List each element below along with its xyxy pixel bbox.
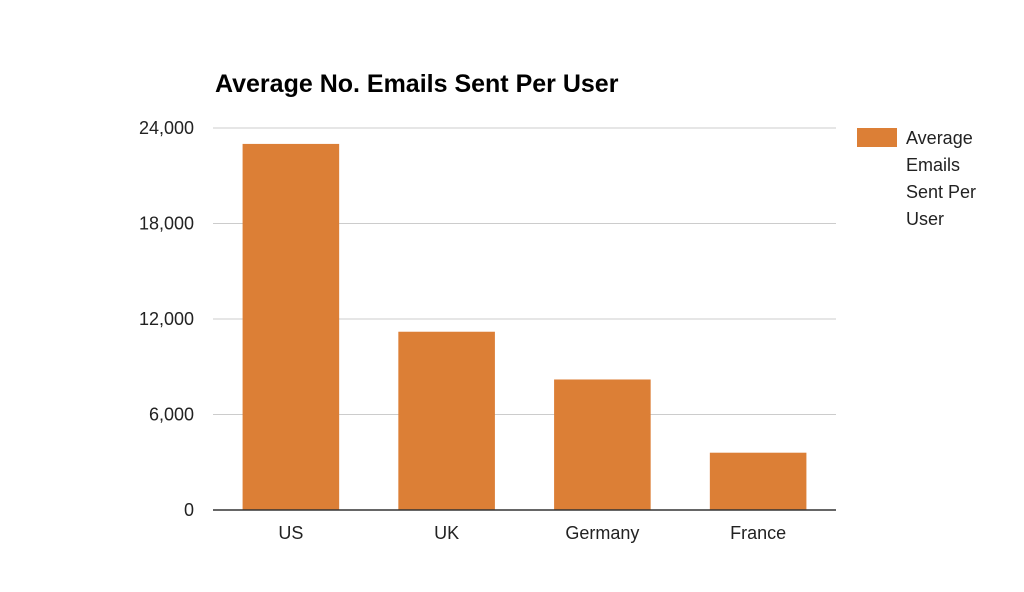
y-axis-tick-labels: 0 6,000 12,000 18,000 24,000 [139, 118, 194, 520]
x-tick-label: US [278, 523, 303, 543]
x-tick-label: Germany [565, 523, 639, 543]
legend-swatch [857, 128, 897, 147]
y-tick-label: 18,000 [139, 214, 194, 234]
chart-title: Average No. Emails Sent Per User [215, 70, 619, 98]
bar-us [242, 143, 340, 510]
legend: Average Emails Sent Per User [857, 128, 976, 229]
x-tick-label: France [730, 523, 786, 543]
y-tick-label: 0 [184, 500, 194, 520]
legend-label: Average Emails Sent Per User [906, 128, 976, 229]
y-tick-label: 24,000 [139, 118, 194, 138]
bars [242, 143, 807, 510]
y-tick-label: 6,000 [149, 405, 194, 425]
bar-uk [398, 331, 495, 510]
bar-france [709, 452, 807, 510]
bar-germany [554, 379, 651, 510]
x-axis-tick-labels: US UK Germany France [278, 523, 786, 543]
y-tick-label: 12,000 [139, 309, 194, 329]
x-tick-label: UK [434, 523, 459, 543]
